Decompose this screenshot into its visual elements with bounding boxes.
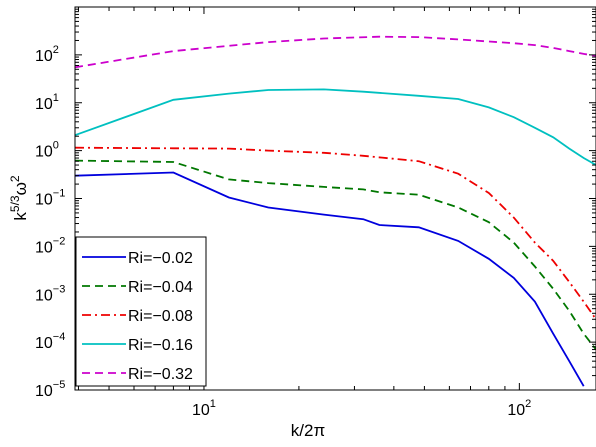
- y-tick-label: 10−4: [35, 331, 65, 352]
- y-axis-label-exp: 5/3: [8, 195, 22, 212]
- y-tick-label: 10−1: [35, 188, 65, 209]
- y-tick-label: 10−3: [35, 283, 65, 304]
- y-axis-label-omega-exp: 2: [8, 175, 22, 182]
- y-tick-label: 10−5: [35, 379, 65, 400]
- series-line-5: [75, 35, 596, 69]
- svg-text:k5/3ω2: k5/3ω2: [8, 175, 30, 220]
- legend-label: Ri=−0.04: [128, 279, 193, 296]
- y-axis-label: k5/3ω2: [8, 175, 30, 220]
- y-tick-label: 101: [35, 92, 59, 113]
- legend-label: Ri=−0.16: [128, 337, 193, 354]
- series-line-2: [75, 159, 596, 351]
- legend-box: [75, 236, 207, 387]
- series-line-4: [75, 88, 596, 166]
- legend-label: Ri=−0.08: [128, 308, 193, 325]
- legend: Ri=−0.02 Ri=−0.04 Ri=−0.08 Ri=−0.16 Ri=−0.32: [75, 236, 207, 387]
- series-line-3: [75, 146, 596, 320]
- y-tick-label: 100: [35, 140, 59, 161]
- plot-area: [75, 35, 596, 387]
- y-axis-label-k: k: [11, 212, 30, 221]
- x-tick-label: 101: [192, 398, 216, 419]
- y-axis-label-omega: ω: [11, 182, 30, 195]
- legend-label: Ri=−0.02: [128, 250, 193, 267]
- legend-label: Ri=−0.32: [128, 366, 193, 383]
- y-tick-label: 102: [35, 44, 59, 65]
- x-axis-label: k/2π: [291, 421, 325, 440]
- series-line-1: [75, 171, 585, 387]
- x-tick-label: 102: [507, 398, 531, 419]
- axis-ticks: 101 102 10−5 10−4 10−3 10−2 10−1 100 101 102: [35, 7, 596, 419]
- y-tick-label: 10−2: [35, 235, 65, 256]
